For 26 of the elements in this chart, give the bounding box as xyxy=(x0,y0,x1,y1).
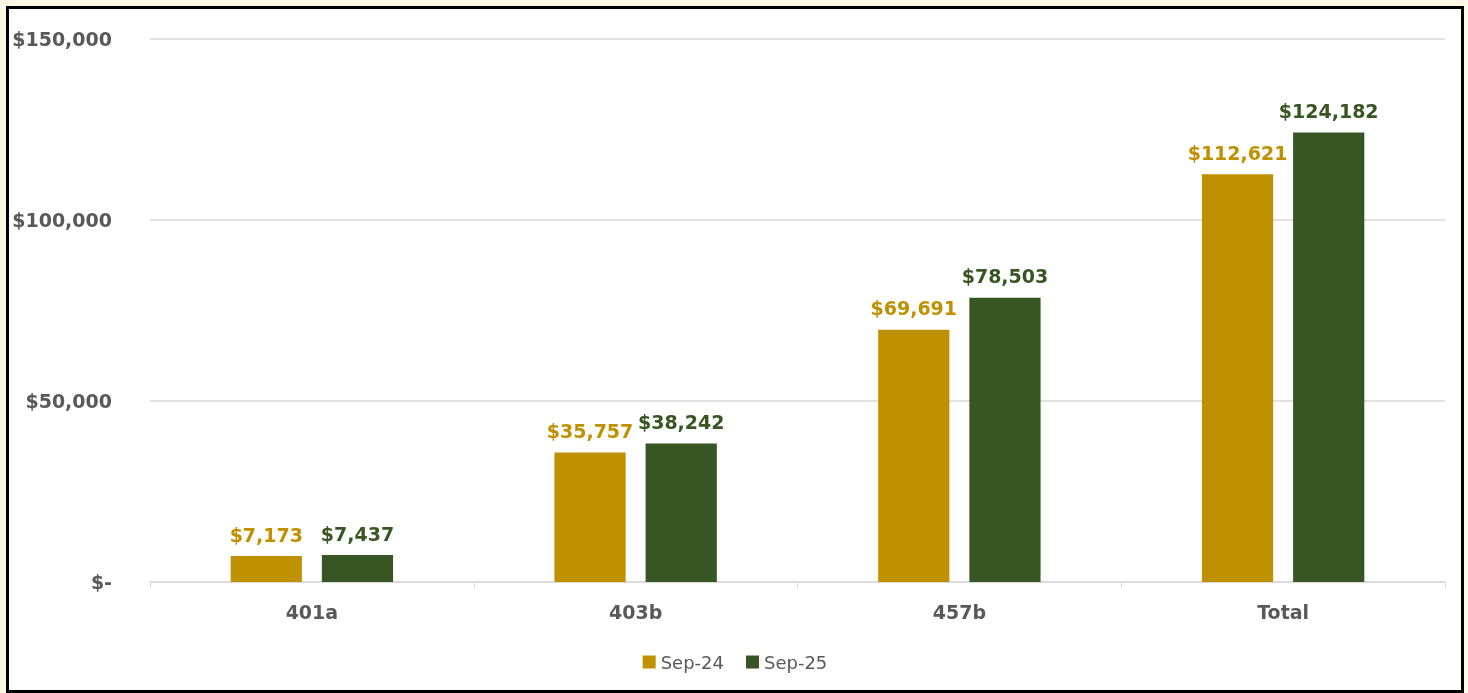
bar xyxy=(645,443,717,582)
x-tick-label: 403b xyxy=(608,600,663,623)
bar xyxy=(554,452,626,582)
data-label: $35,757 xyxy=(546,420,634,443)
x-tick-label: Total xyxy=(1257,600,1310,623)
bar xyxy=(878,329,950,582)
legend-label: Sep-24 xyxy=(660,651,724,673)
bar xyxy=(230,556,302,582)
x-tick-label: 401a xyxy=(285,600,339,623)
y-tick-label: $50,000 xyxy=(25,390,112,412)
legend-label: Sep-25 xyxy=(764,651,828,673)
bar xyxy=(1293,132,1365,582)
data-label: $7,437 xyxy=(320,522,395,545)
data-label: $78,503 xyxy=(961,265,1049,288)
data-label: $112,621 xyxy=(1187,141,1288,164)
y-tick-label: $100,000 xyxy=(12,209,112,231)
data-label: $124,182 xyxy=(1278,99,1379,122)
y-tick-label: $- xyxy=(90,571,112,593)
bar xyxy=(1201,174,1274,582)
data-label: $38,242 xyxy=(637,411,725,434)
bar xyxy=(969,297,1041,582)
x-tick-label: 457b xyxy=(932,600,987,623)
bar xyxy=(321,555,394,582)
data-label: $7,173 xyxy=(229,523,303,546)
y-tick-label: $150,000 xyxy=(12,28,112,50)
data-label: $69,691 xyxy=(870,297,958,320)
